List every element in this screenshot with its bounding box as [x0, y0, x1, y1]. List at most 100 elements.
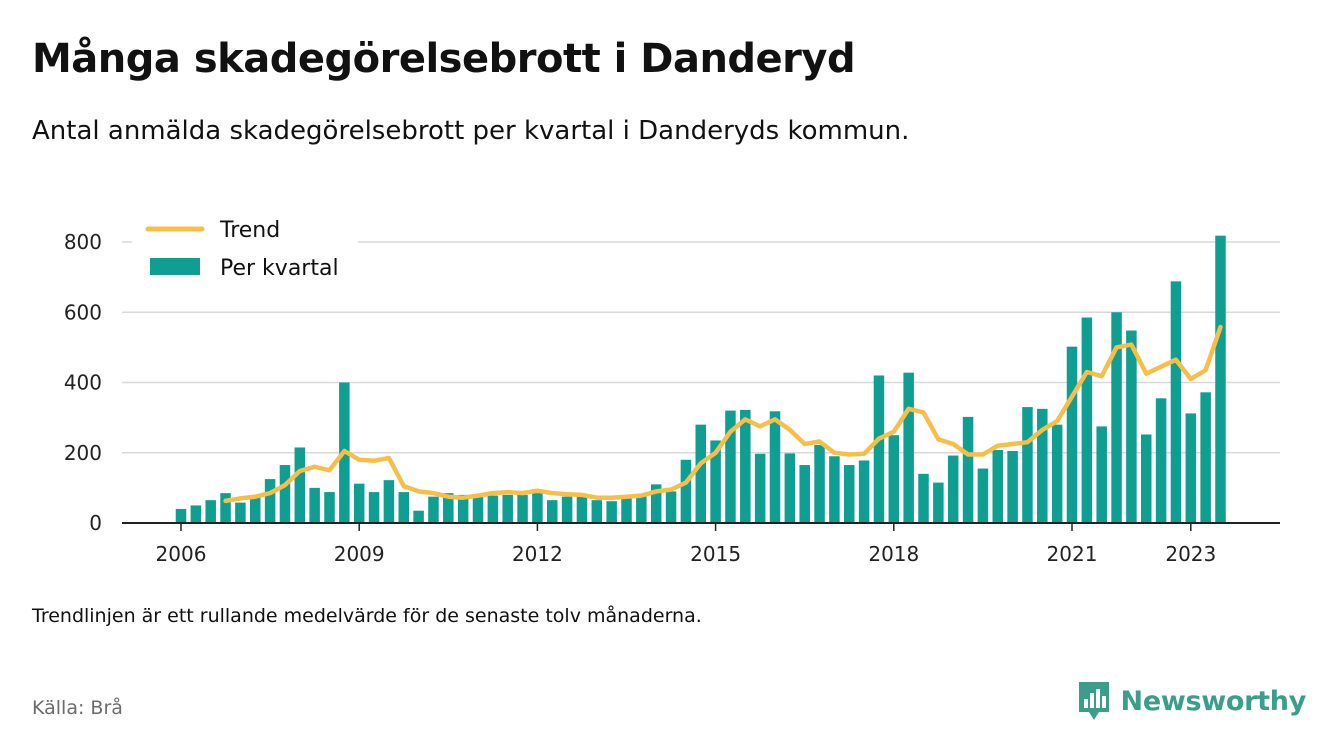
bar — [888, 435, 900, 523]
bar — [695, 424, 706, 523]
bar — [977, 468, 989, 523]
bar — [1037, 408, 1048, 523]
bar — [205, 500, 216, 523]
bar — [621, 497, 632, 523]
bar — [1051, 424, 1063, 523]
x-tick-label: 2015 — [690, 542, 741, 566]
newsworthy-logo-icon — [1078, 682, 1109, 720]
bar — [918, 473, 929, 523]
x-tick-label: 2009 — [334, 542, 385, 566]
bar — [962, 416, 974, 523]
y-tick-label: 400 — [64, 371, 102, 395]
bar — [680, 459, 692, 523]
bar — [472, 495, 484, 523]
bar — [740, 409, 751, 523]
bar — [1022, 407, 1033, 523]
bar — [487, 495, 499, 523]
chart-subtitle: Antal anmälda skadegörelsebrott per kvar… — [32, 116, 910, 146]
axis-layer: 0 200 400 600 800 2006 2009 2012 2015 2018 2021 202… — [64, 230, 1280, 566]
chart-area: 0 200 400 600 800 2006 2009 2012 2015 2018 2021 202… — [0, 200, 1340, 590]
bar — [1170, 281, 1182, 523]
bar — [650, 484, 662, 523]
bar — [309, 487, 320, 523]
bar — [250, 496, 261, 523]
bar — [1066, 346, 1078, 523]
legend-bar-label: Per kvartal — [220, 256, 339, 281]
bar — [829, 456, 840, 523]
line-layer — [223, 324, 1223, 504]
bar — [933, 482, 944, 523]
bar — [235, 502, 246, 523]
bar — [858, 460, 870, 523]
bar — [502, 494, 513, 523]
bar — [353, 483, 365, 523]
bar — [1185, 413, 1197, 523]
legend: Trend Per kvartal — [132, 212, 358, 292]
bar — [576, 496, 588, 523]
bar — [814, 445, 825, 523]
x-tick-label: 2021 — [1047, 542, 1098, 566]
y-tick-label: 800 — [64, 230, 102, 254]
x-tick-label: 2006 — [156, 542, 207, 566]
trend-line — [223, 324, 1223, 504]
bar — [947, 455, 959, 523]
bar — [532, 493, 543, 523]
bar — [279, 465, 291, 523]
bar — [1007, 450, 1018, 523]
x-tick-label: 2018 — [868, 542, 919, 566]
bar — [517, 494, 528, 523]
bar — [1126, 330, 1137, 523]
brand-logo: Newsworthy — [1077, 680, 1306, 722]
bar — [606, 501, 617, 523]
bar — [769, 411, 781, 523]
bar — [175, 508, 187, 523]
bar — [1141, 434, 1152, 523]
bar — [903, 372, 914, 523]
bar — [457, 494, 469, 523]
bar — [873, 375, 885, 523]
bar — [844, 465, 855, 523]
bar — [324, 492, 335, 523]
bar-layer — [175, 235, 1226, 524]
bar — [561, 496, 573, 523]
x-tick-label: 2012 — [512, 542, 563, 566]
bar — [636, 494, 647, 523]
bar — [1200, 392, 1211, 523]
bar — [1081, 317, 1093, 523]
bar — [294, 447, 306, 523]
legend-bar-swatch — [150, 258, 200, 275]
bar — [413, 510, 424, 523]
bar — [799, 465, 810, 523]
bar — [190, 505, 202, 523]
bar — [591, 500, 603, 523]
bar — [1096, 426, 1107, 523]
bar — [710, 440, 721, 523]
bar — [443, 493, 454, 523]
x-tick-label: 2023 — [1165, 542, 1216, 566]
bar — [725, 410, 736, 523]
brand-name: Newsworthy — [1120, 685, 1307, 717]
legend-background — [132, 212, 358, 292]
legend-trend-label: Trend — [219, 218, 280, 243]
bar — [368, 492, 380, 523]
source-label: Källa: Brå — [32, 697, 123, 719]
bar — [547, 500, 558, 523]
chart-note: Trendlinjen är ett rullande medelvärde f… — [32, 605, 702, 627]
bar — [1111, 312, 1122, 523]
bar — [1155, 398, 1167, 523]
y-tick-label: 0 — [89, 511, 102, 535]
bar — [992, 449, 1003, 523]
bar — [665, 491, 677, 523]
chart-svg: 0 200 400 600 800 2006 2009 2012 2015 2018 2021 202… — [64, 212, 1280, 566]
bar — [220, 493, 231, 523]
y-tick-label: 600 — [64, 300, 102, 324]
bar — [754, 453, 766, 523]
bar — [1215, 235, 1226, 524]
bar — [383, 480, 395, 523]
bar — [428, 496, 439, 523]
bar — [264, 479, 276, 523]
bar — [398, 492, 409, 523]
chart-title: Många skadegörelsebrott i Danderyd — [32, 36, 856, 82]
bar — [784, 453, 796, 523]
y-tick-label: 200 — [64, 441, 102, 465]
